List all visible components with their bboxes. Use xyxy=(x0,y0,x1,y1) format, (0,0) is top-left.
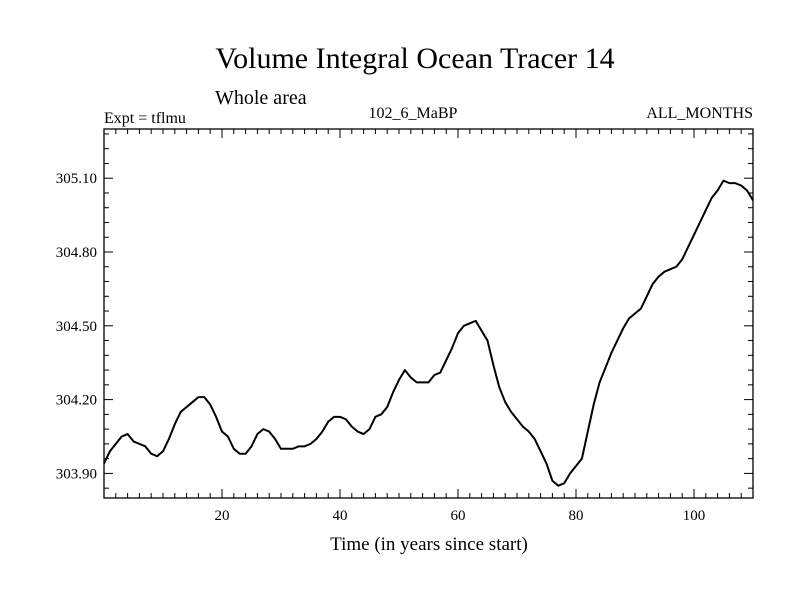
plot-frame xyxy=(103,128,754,499)
period-label: 102_6_MaBP xyxy=(369,105,458,122)
experiment-label: Expt = tflmu xyxy=(104,110,186,127)
x-tick-label: 80 xyxy=(569,508,584,524)
data-series xyxy=(103,179,754,487)
x-tick-label: 20 xyxy=(215,508,230,524)
axis-ticks xyxy=(104,129,753,498)
y-tick-label: 303.90 xyxy=(56,466,97,482)
x-tick-label: 60 xyxy=(451,508,466,524)
x-tick-label: 40 xyxy=(333,508,348,524)
x-axis-title: Time (in years since start) xyxy=(330,534,528,555)
y-axis-labels: 303.90 304.20 304.50 304.80 305.10 xyxy=(56,171,97,482)
series-line xyxy=(103,179,754,487)
months-label: ALL_MONTHS xyxy=(646,105,753,122)
y-tick-label: 304.80 xyxy=(56,245,97,261)
y-tick-label: 304.50 xyxy=(56,319,97,335)
x-axis-labels: 20 40 60 80 100 xyxy=(215,508,706,524)
y-tick-label: 305.10 xyxy=(56,171,97,187)
chart-subtitle: Whole area xyxy=(215,87,307,109)
y-tick-label: 304.20 xyxy=(56,393,97,409)
x-tick-label: 100 xyxy=(683,508,706,524)
chart-title: Volume Integral Ocean Tracer 14 xyxy=(215,42,614,75)
